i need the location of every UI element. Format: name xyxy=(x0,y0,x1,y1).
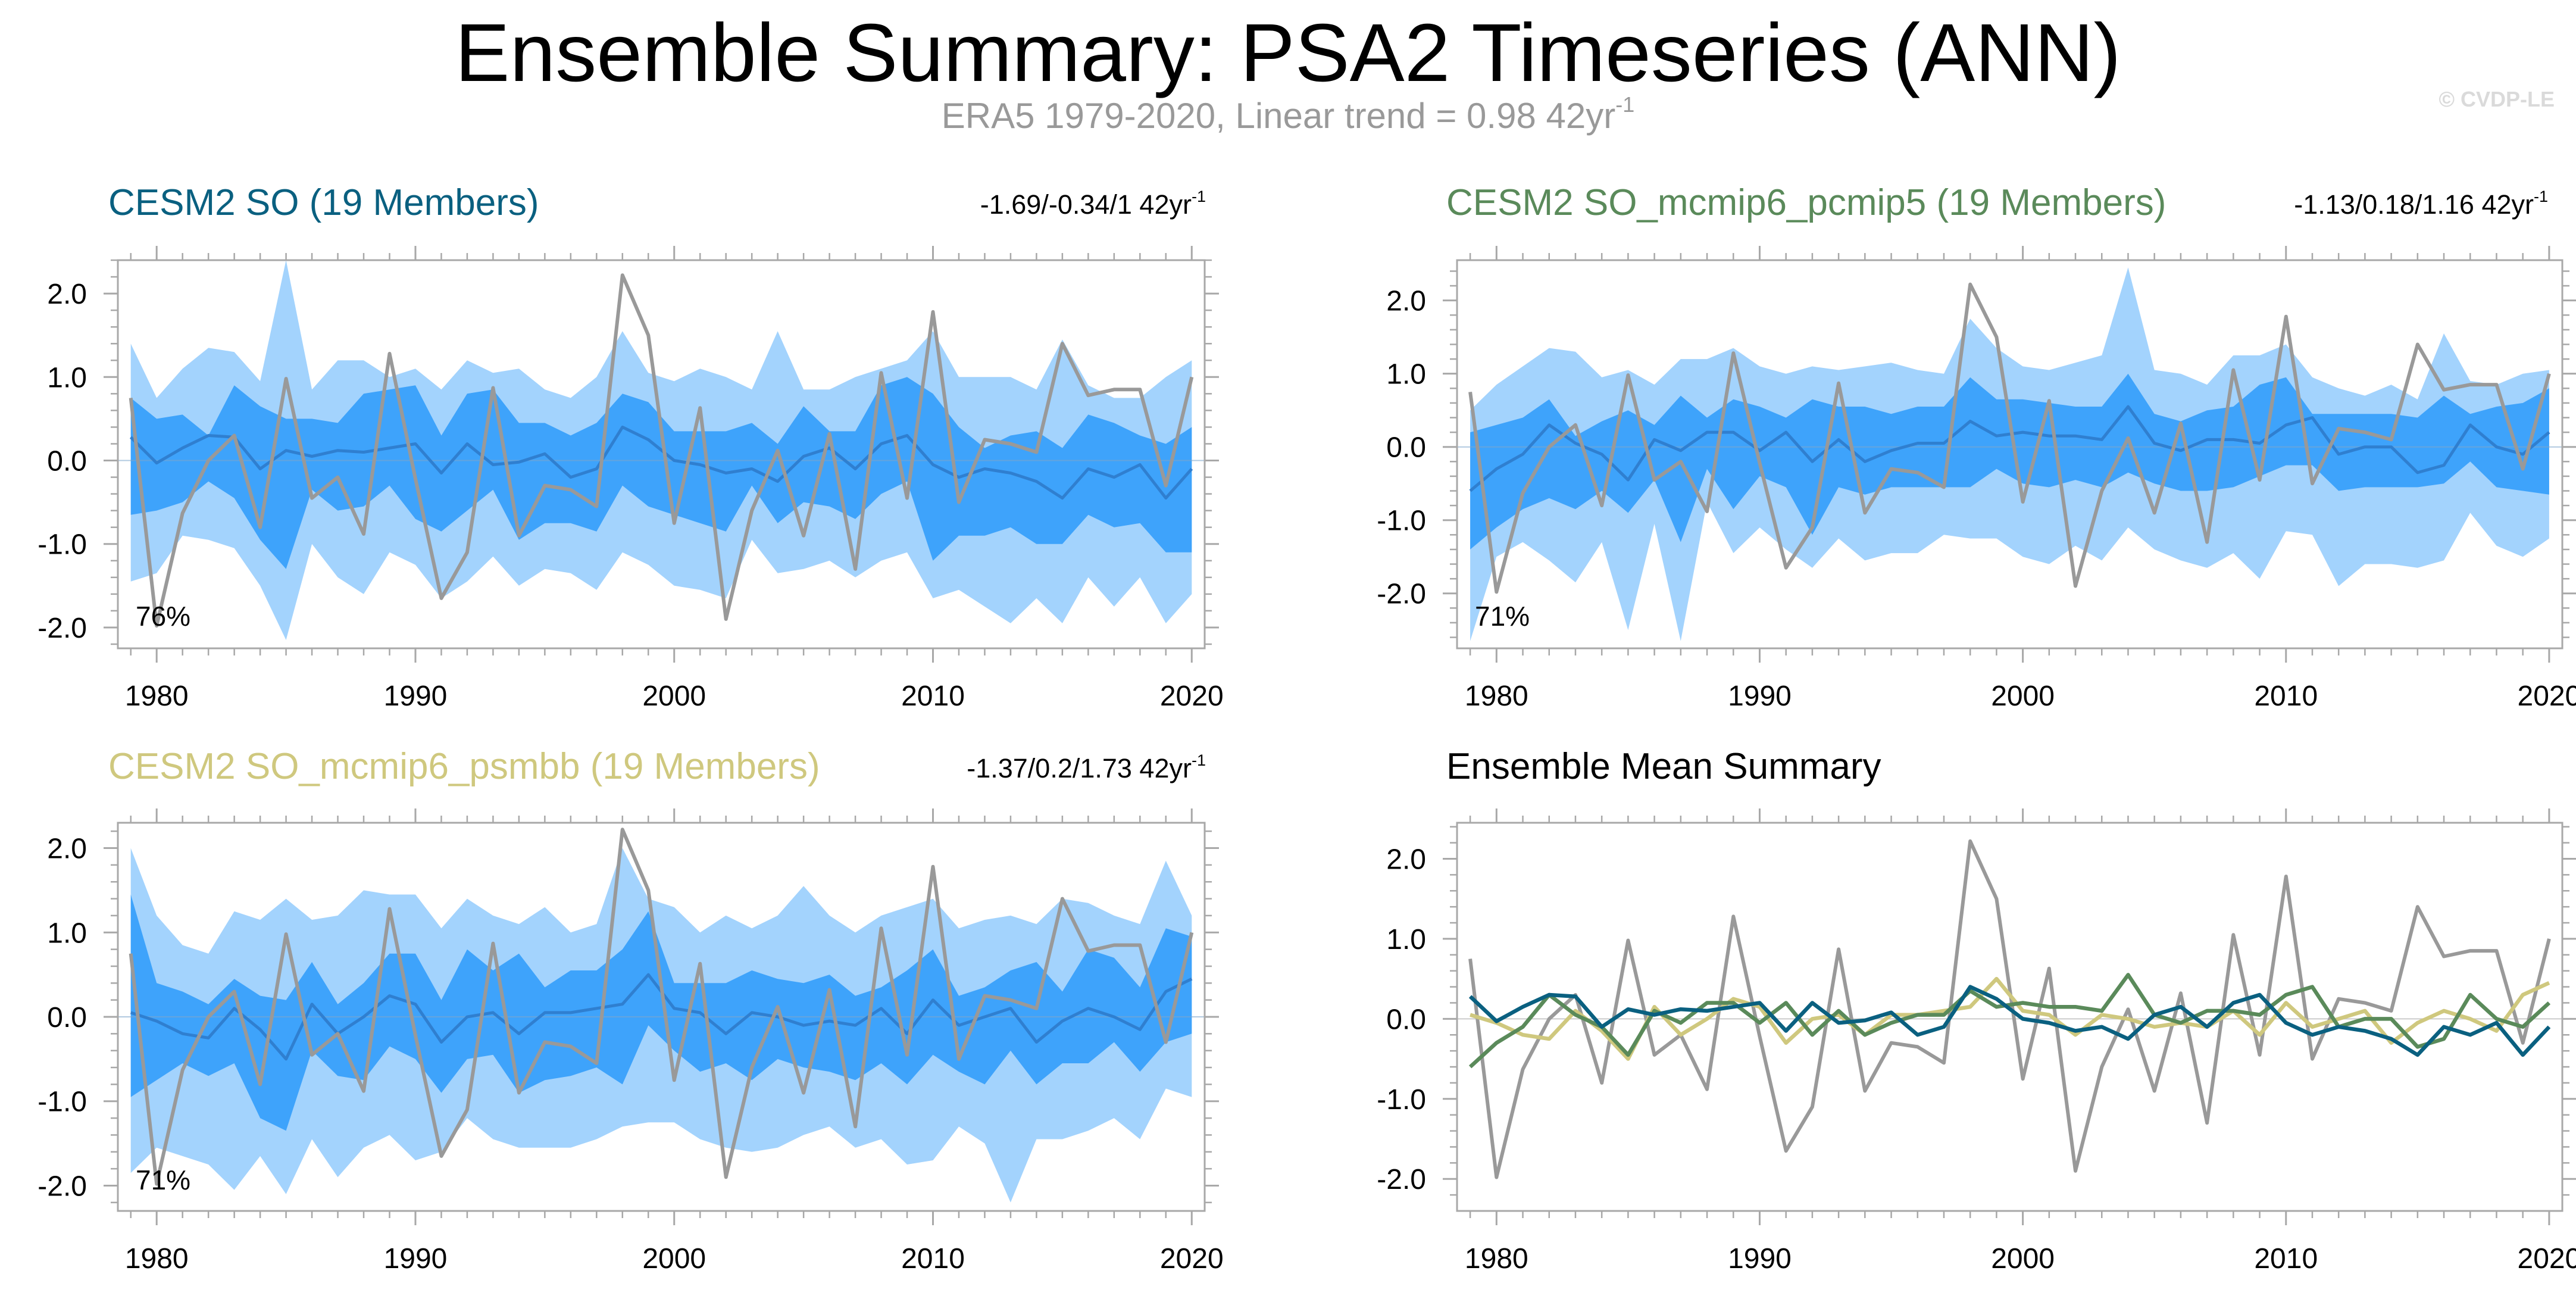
y-tick-label: 0.0 xyxy=(1386,432,1426,464)
inner-spread-band xyxy=(130,377,1192,569)
y-tick-label: -2.0 xyxy=(1377,579,1426,610)
series-line-3 xyxy=(1468,973,2551,1069)
plot-area xyxy=(118,260,1205,640)
y-tick-label: 1.0 xyxy=(1386,359,1426,391)
y-tick-label: 1.0 xyxy=(47,362,87,394)
x-tick-label: 2020 xyxy=(1160,1243,1224,1275)
y-tick-label: -2.0 xyxy=(1377,1164,1426,1195)
x-tick-label: 1990 xyxy=(384,1243,448,1275)
panel-stat-text: -1.69/-0.34/1 42yr xyxy=(980,189,1192,220)
x-tick-label: 2020 xyxy=(2518,1243,2576,1275)
y-tick-label: 0.0 xyxy=(47,1002,87,1034)
x-tick-label: 1980 xyxy=(1465,680,1528,712)
credit-watermark: © CVDP-LE xyxy=(2439,87,2555,111)
y-tick-label: -1.0 xyxy=(37,529,87,561)
subtitle-exponent: -1 xyxy=(1615,92,1635,117)
x-tick-label: 2010 xyxy=(901,680,965,712)
figure-title: Ensemble Summary: PSA2 Timeseries (ANN) xyxy=(455,7,2121,99)
y-tick-label: 2.0 xyxy=(47,279,87,310)
panel-percent-cesm2-so: 76% xyxy=(136,601,191,632)
y-tick-label: 1.0 xyxy=(47,917,87,949)
plot-frame xyxy=(117,259,1206,650)
subtitle-text: ERA5 1979-2020, Linear trend = 0.98 42yr xyxy=(941,96,1616,136)
chart-panel-2: 1980 1990 2000 2010 2020 -2.0 -1.0 0.0 1.0 2.0 xyxy=(1377,246,2576,712)
y-tick-label: 0.0 xyxy=(47,446,87,477)
series-line-4 xyxy=(1468,985,2551,1057)
observed-line xyxy=(129,828,1194,1186)
panel-stat-pcmip5: -1.13/0.18/1.16 42yr-1 xyxy=(2294,187,2548,220)
panel-stat-exponent: -1 xyxy=(1191,751,1206,769)
x-tick-label: 1980 xyxy=(125,1243,189,1275)
panel-stat-exponent: -1 xyxy=(1191,187,1206,205)
figure-subtitle: ERA5 1979-2020, Linear trend = 0.98 42yr… xyxy=(0,92,2576,136)
x-tick-label: 1990 xyxy=(1728,680,1792,712)
y-tick-label: 2.0 xyxy=(47,833,87,865)
x-tick-label: 1980 xyxy=(125,680,189,712)
panel-stat-exponent: -1 xyxy=(2533,187,2548,205)
chart-panel-3: 1980 1990 2000 2010 2020 -2.0 -1.0 0.0 1.0 2.0 xyxy=(37,808,1224,1275)
y-tick-label: -2.0 xyxy=(37,1170,87,1202)
x-tick-label: 1990 xyxy=(384,680,448,712)
plot-area xyxy=(1457,267,2562,641)
observed-line xyxy=(1468,282,2551,594)
y-tick-label: 2.0 xyxy=(1386,286,1426,317)
panel-stat-text: -1.37/0.2/1.73 42yr xyxy=(967,753,1192,783)
x-tick-label: 2000 xyxy=(642,1243,706,1275)
y-tick-label: -1.0 xyxy=(1377,505,1426,537)
chart-panel-4: 1980 1990 2000 2010 2020 -2.0 -1.0 0.0 1.0 2.0 xyxy=(1377,808,2576,1275)
chart-panel-1: 1980 1990 2000 2010 2020 -2.0 -1.0 0.0 1.0 2.0 xyxy=(37,246,1224,712)
x-tick-label: 1990 xyxy=(1728,1243,1792,1275)
panel-stat-cesm2-so: -1.69/-0.34/1 42yr-1 xyxy=(980,187,1206,220)
x-tick-label: 2010 xyxy=(2254,1243,2318,1275)
x-tick-label: 2020 xyxy=(1160,680,1224,712)
ensemble-mean-line xyxy=(1469,405,2550,492)
inner-spread-band xyxy=(130,894,1192,1131)
y-tick-label: 2.0 xyxy=(1386,844,1426,875)
panel-title-ensemble-mean: Ensemble Mean Summary xyxy=(1446,746,1881,787)
plot-frame xyxy=(1456,822,2564,1212)
series-line-1 xyxy=(1468,839,2551,1179)
plot-frame xyxy=(1456,259,2564,650)
inner-spread-band xyxy=(1470,373,2549,550)
panel-percent-pcmip5: 71% xyxy=(1475,601,1530,632)
y-tick-label: -1.0 xyxy=(1377,1084,1426,1116)
y-tick-label: -1.0 xyxy=(37,1087,87,1118)
ensemble-mean-line xyxy=(129,425,1193,500)
observed-line xyxy=(129,273,1194,628)
x-tick-label: 2010 xyxy=(901,1243,965,1275)
x-tick-label: 2000 xyxy=(642,680,706,712)
x-tick-label: 2020 xyxy=(2518,680,2576,712)
panel-title-psmbb: CESM2 SO_mcmip6_psmbb (19 Members) xyxy=(108,746,820,787)
panel-title-cesm2-so: CESM2 SO (19 Members) xyxy=(108,182,539,223)
panel-stat-psmbb: -1.37/0.2/1.73 42yr-1 xyxy=(967,751,1206,784)
x-tick-label: 2000 xyxy=(1991,1243,2055,1275)
panel-percent-psmbb: 71% xyxy=(136,1164,191,1195)
panel-title-pcmip5: CESM2 SO_mcmip6_pcmip5 (19 Members) xyxy=(1446,182,2167,223)
y-tick-label: 0.0 xyxy=(1386,1004,1426,1035)
y-tick-label: -2.0 xyxy=(37,613,87,644)
x-tick-label: 2000 xyxy=(1991,680,2055,712)
panel-stat-text: -1.13/0.18/1.16 42yr xyxy=(2294,189,2534,220)
y-tick-label: 1.0 xyxy=(1386,924,1426,956)
plot-area xyxy=(118,828,1205,1203)
plot-area xyxy=(1457,839,2562,1179)
x-tick-label: 1980 xyxy=(1465,1243,1528,1275)
x-tick-label: 2010 xyxy=(2254,680,2318,712)
